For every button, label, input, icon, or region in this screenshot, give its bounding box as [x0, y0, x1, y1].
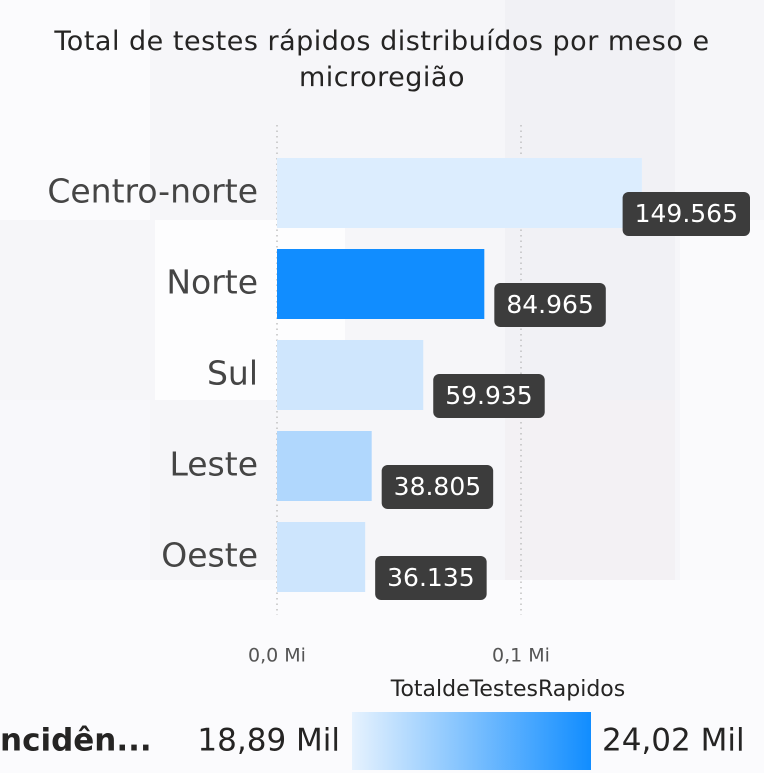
data-label-box: [494, 283, 606, 327]
data-label: 36.135: [387, 563, 474, 592]
y-tick-label: Sul: [207, 354, 258, 393]
bar: [277, 249, 485, 319]
bar: [277, 340, 424, 410]
legend-min-label: 18,89 Mil: [197, 723, 340, 759]
background-tile: [680, 220, 764, 580]
data-label-box: [622, 192, 750, 236]
y-tick-label: Leste: [169, 445, 258, 484]
data-label: 59.935: [445, 381, 532, 410]
legend-title: TotaldeTestesRapidos: [390, 677, 625, 702]
bar: [277, 431, 372, 501]
x-tick-label: 0,0 Mi: [248, 645, 306, 667]
side-label: ncidên...: [0, 723, 152, 759]
legend-max-label: 24,02 Mil: [602, 723, 745, 759]
chart-title: Total de testes rápidos distribuídos por…: [54, 26, 710, 93]
y-tick-label: Oeste: [161, 536, 258, 575]
legend-gradient: [352, 712, 591, 770]
background-tile: [505, 400, 675, 580]
y-tick-label: Norte: [166, 263, 258, 302]
background-tile: [0, 0, 150, 220]
data-label: 149.565: [635, 199, 738, 228]
bar: [277, 522, 366, 592]
plot: 0,0 Mi 0,1 Mi Centro-norte 149.565 Norte 84.9…: [47, 125, 750, 667]
data-label-box: [381, 465, 494, 509]
data-label: 38.805: [394, 472, 481, 501]
data-label-box: [375, 556, 487, 600]
x-tick-label: 0,1 Mi: [492, 645, 550, 667]
y-tick-label: Centro-norte: [47, 172, 258, 211]
data-label-box: [433, 374, 545, 418]
bar: [277, 158, 642, 228]
background-tile: [0, 400, 150, 580]
data-label: 84.965: [506, 290, 593, 319]
